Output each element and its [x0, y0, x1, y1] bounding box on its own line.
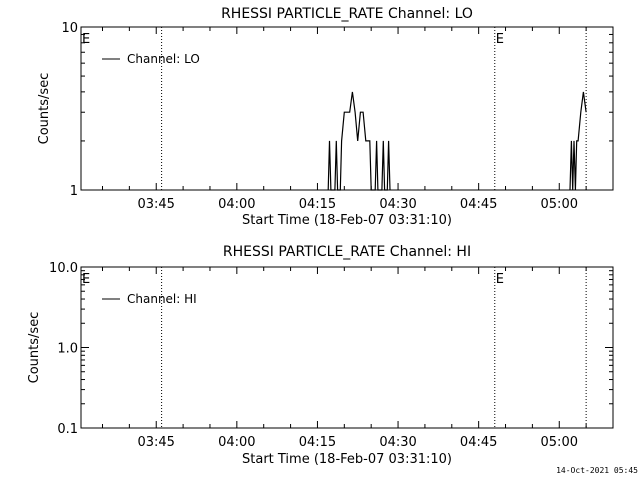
plot-frame: [80, 26, 614, 191]
chart-panel-1: RHESSI PARTICLE_RATE Channel: LO 03:45 04:…: [37, 6, 614, 228]
event-label: E: [496, 32, 504, 47]
x-tick-label: 04:45: [460, 435, 497, 450]
y-tick-label: 10: [61, 21, 78, 36]
event-label: E: [82, 32, 90, 47]
y-tick-label: 1: [70, 184, 78, 199]
x-axis-label: Start Time (18-Feb-07 03:31:10): [242, 452, 452, 467]
x-tick-label: 04:15: [299, 435, 336, 450]
x-tick-label: 04:00: [218, 435, 255, 450]
footer-timestamp: 14-Oct-2021 05:45: [556, 466, 638, 475]
series-line: [327, 91, 391, 191]
y-axis-label: Counts/sec: [27, 312, 42, 384]
x-tick-label: 05:00: [541, 197, 578, 212]
chart-title: RHESSI PARTICLE_RATE Channel: LO: [221, 6, 473, 22]
chart-panel-2: RHESSI PARTICLE_RATE Channel: HI 03:45 04:…: [27, 244, 614, 467]
x-tick-label: 03:45: [137, 197, 174, 212]
x-tick-label: 05:00: [541, 435, 578, 450]
series-line: [569, 91, 587, 191]
x-tick-label: 04:30: [379, 197, 416, 212]
y-tick-label: 10.0: [49, 261, 78, 276]
event-label: E: [82, 272, 90, 287]
y-tick-label: 1.0: [57, 342, 78, 357]
x-tick-label: 04:15: [299, 197, 336, 212]
legend-label: Channel: HI: [127, 292, 197, 306]
x-tick-label: 03:45: [137, 435, 174, 450]
x-tick-label: 04:30: [379, 435, 416, 450]
legend-label: Channel: LO: [127, 52, 200, 66]
x-tick-label: 04:45: [460, 197, 497, 212]
y-tick-label: 0.1: [57, 422, 78, 437]
x-tick-label: 04:00: [218, 197, 255, 212]
y-axis-label: Counts/sec: [37, 73, 52, 145]
event-label: E: [496, 272, 504, 287]
chart-title: RHESSI PARTICLE_RATE Channel: HI: [223, 244, 471, 260]
x-axis-label: Start Time (18-Feb-07 03:31:10): [242, 213, 452, 228]
